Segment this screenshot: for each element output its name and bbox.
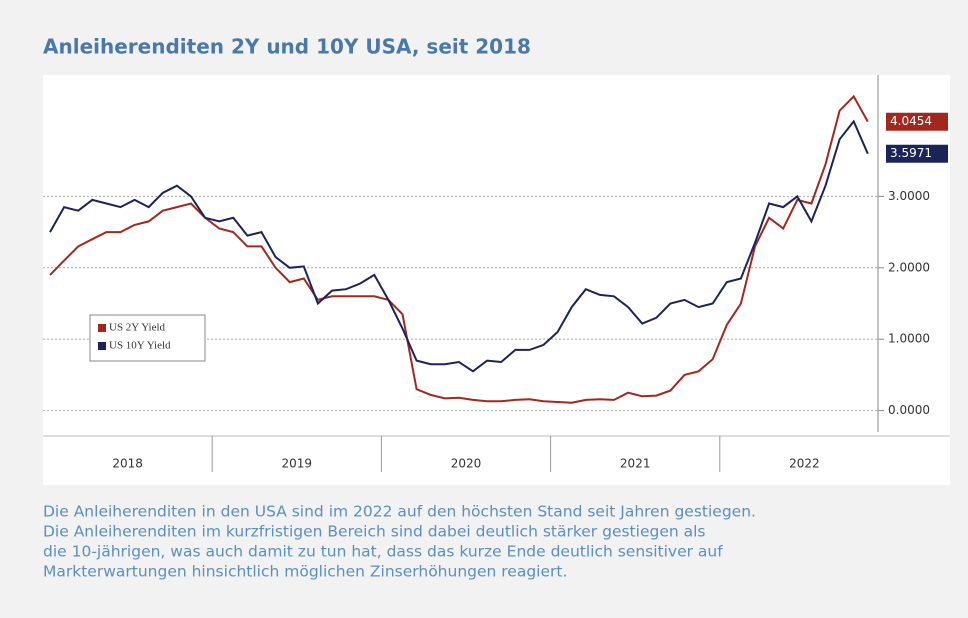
legend-label: US 10Y Yield bbox=[109, 340, 171, 352]
y-tick-label: 3.0000 bbox=[888, 189, 930, 203]
series-line bbox=[49, 119, 869, 373]
y-tick-label: 2.0000 bbox=[888, 260, 930, 274]
caption-line: Die Anleiherenditen in den USA sind im 2… bbox=[43, 503, 756, 521]
series-line bbox=[49, 94, 869, 404]
x-tick-label: 2022 bbox=[789, 457, 820, 471]
end-value-label: 4.0454 bbox=[890, 114, 932, 128]
caption-line: Markterwartungen hinsichtlich möglichen … bbox=[43, 563, 567, 581]
x-tick-label: 2019 bbox=[282, 457, 313, 471]
x-tick-label: 2018 bbox=[112, 457, 143, 471]
end-value-tag bbox=[886, 144, 948, 163]
end-value-label: 3.5971 bbox=[890, 146, 932, 160]
caption-line: die 10-jährigen, was auch damit zu tun h… bbox=[43, 543, 723, 561]
chart-title: Anleiherenditen 2Y und 10Y USA, seit 201… bbox=[43, 35, 531, 59]
plot-background bbox=[43, 75, 950, 485]
legend-box bbox=[89, 314, 206, 362]
y-tick-label: 1.0000 bbox=[888, 332, 930, 346]
end-value-tag bbox=[886, 112, 948, 131]
legend-swatch bbox=[98, 342, 106, 350]
y-tick-label: 0.0000 bbox=[888, 403, 930, 417]
caption-line: Die Anleiherenditen im kurzfristigen Ber… bbox=[43, 523, 705, 541]
x-tick-label: 2020 bbox=[451, 457, 482, 471]
legend-swatch bbox=[98, 324, 106, 332]
legend-label: US 2Y Yield bbox=[109, 322, 166, 334]
x-tick-label: 2021 bbox=[620, 457, 651, 471]
